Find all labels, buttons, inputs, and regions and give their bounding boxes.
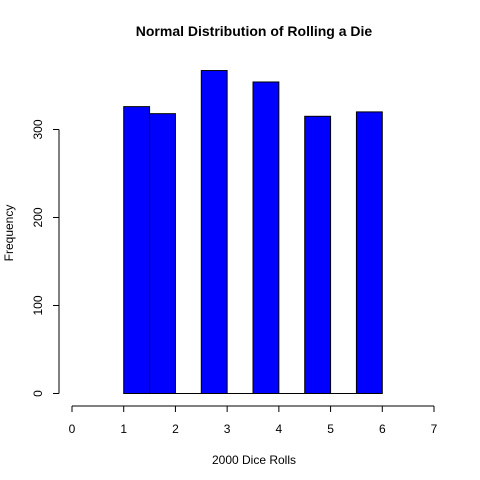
x-tick-label: 6 — [379, 422, 386, 436]
histogram-bar — [123, 106, 151, 395]
histogram-bar — [149, 113, 176, 394]
histogram-bar — [355, 111, 383, 395]
x-tick-label: 3 — [224, 422, 231, 436]
bars-group — [123, 70, 383, 395]
y-tick-label: 0 — [31, 390, 45, 397]
histogram-bar — [200, 70, 228, 394]
y-tick-label: 300 — [31, 119, 45, 139]
x-tick-label: 2 — [172, 422, 179, 436]
x-tick-label: 4 — [276, 422, 283, 436]
x-tick-label: 0 — [69, 422, 76, 436]
y-axis-label: Frequency — [2, 205, 16, 262]
x-tick-label: 7 — [431, 422, 438, 436]
x-axis: 0 1 2 3 4 5 6 7 — [69, 405, 438, 436]
x-tick-label: 5 — [327, 422, 334, 436]
chart-title: Normal Distribution of Rolling a Die — [136, 23, 373, 39]
y-tick-label: 200 — [31, 207, 45, 227]
x-tick-label: 1 — [120, 422, 127, 436]
y-tick-label: 100 — [31, 295, 45, 315]
histogram-bar — [252, 81, 280, 394]
y-axis: 0 100 200 300 — [31, 119, 60, 397]
x-axis-label: 2000 Dice Rolls — [212, 453, 296, 467]
histogram-bar — [304, 115, 332, 395]
